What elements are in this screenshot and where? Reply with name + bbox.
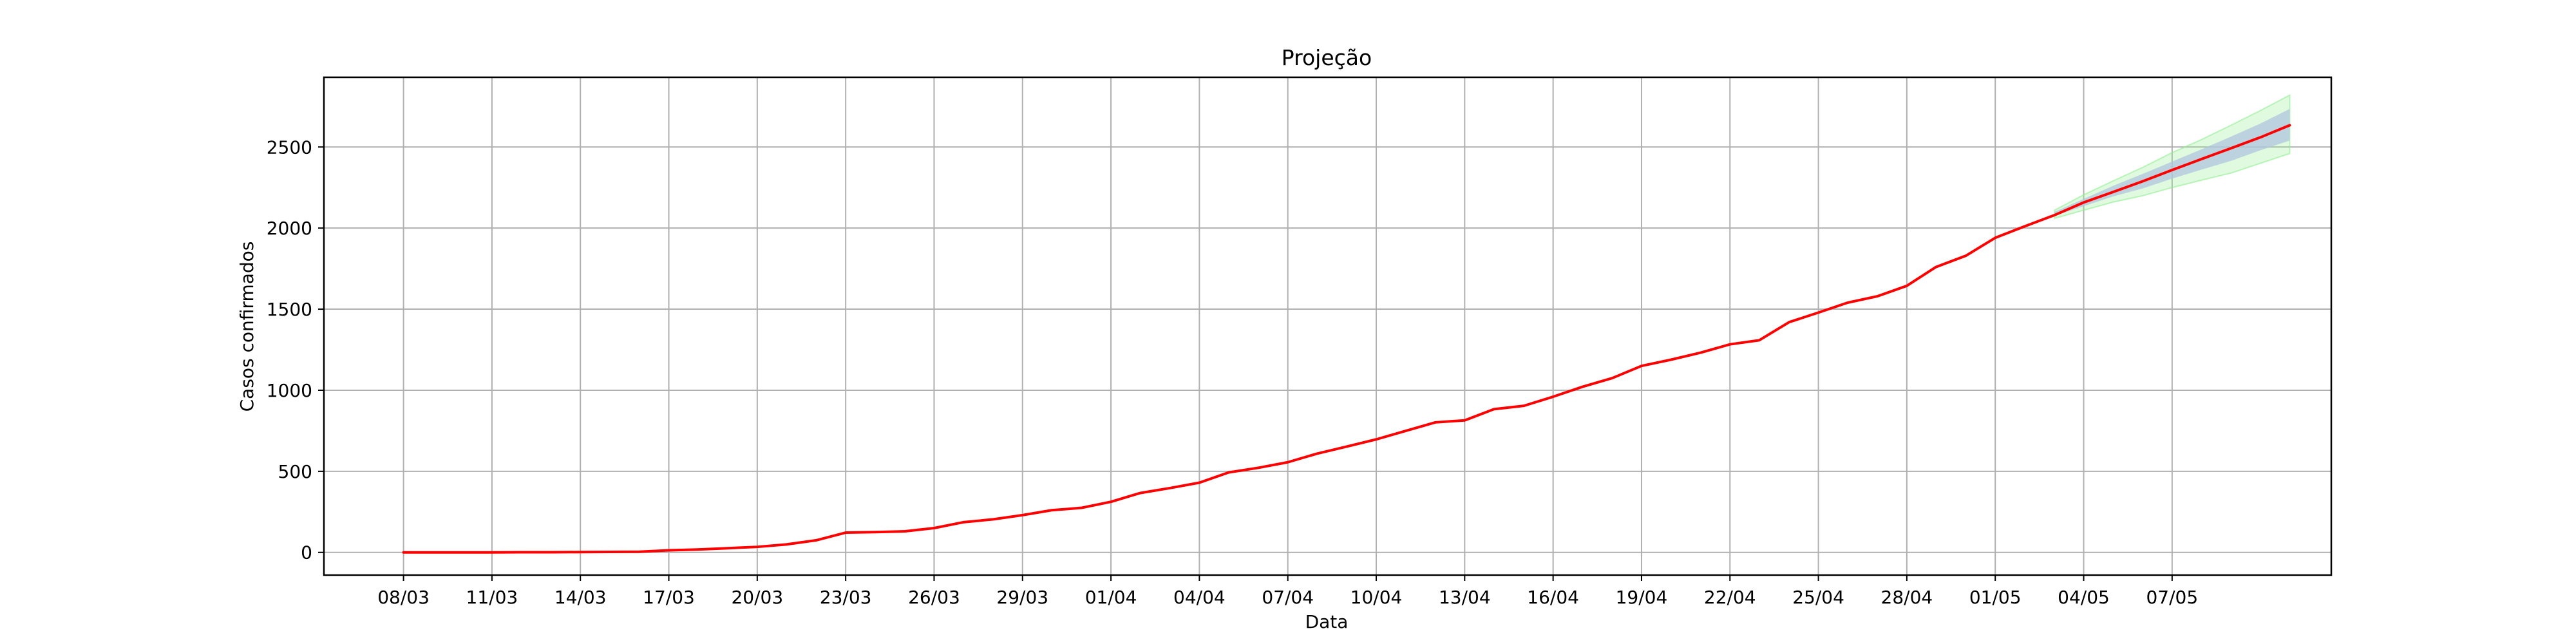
y-tick-label: 1500 xyxy=(267,299,312,320)
horizontal-gridlines xyxy=(324,146,2331,553)
x-tick-label: 11/03 xyxy=(466,587,518,608)
plot-area xyxy=(323,76,2333,576)
y-tick-label: 2000 xyxy=(267,218,312,239)
x-axis-ticks: 08/03 11/03 14/03 17/03 20/03 23/03 26/03 29/03… xyxy=(377,575,2198,608)
x-tick-label: 04/05 xyxy=(2058,587,2110,608)
inner-projection-band xyxy=(2054,109,2290,216)
x-tick-label: 10/04 xyxy=(1350,587,1403,608)
x-tick-label: 07/04 xyxy=(1262,587,1314,608)
x-tick-label: 01/04 xyxy=(1085,587,1137,608)
plot-frame xyxy=(323,76,2333,576)
data-series xyxy=(402,124,2291,554)
y-tick-label: 1000 xyxy=(267,380,312,401)
plot-background xyxy=(324,77,2331,575)
series-line xyxy=(402,124,2291,554)
x-tick-label: 26/03 xyxy=(908,587,960,608)
x-tick-label: 19/04 xyxy=(1616,587,1668,608)
x-tick-label: 16/04 xyxy=(1527,587,1579,608)
projection-bands xyxy=(2054,94,2291,220)
y-axis-title: Casos confirmados xyxy=(236,242,258,412)
x-tick-label: 28/04 xyxy=(1881,587,1933,608)
x-tick-label: 29/03 xyxy=(996,587,1048,608)
x-tick-label: 13/04 xyxy=(1439,587,1491,608)
x-tick-label: 22/04 xyxy=(1704,587,1756,608)
x-tick-label: 25/04 xyxy=(1792,587,1844,608)
chart-title: Projeção xyxy=(1282,45,1372,70)
x-axis-title: Data xyxy=(1305,611,1349,632)
x-tick-label: 17/03 xyxy=(643,587,695,608)
y-axis-ticks: 0 500 1000 1500 2000 2500 xyxy=(267,137,324,564)
x-tick-label: 14/03 xyxy=(554,587,607,608)
x-tick-label: 04/04 xyxy=(1173,587,1226,608)
x-tick-label: 08/03 xyxy=(377,587,430,608)
x-tick-label: 20/03 xyxy=(731,587,783,608)
x-tick-label: 07/05 xyxy=(2146,587,2198,608)
y-tick-label: 0 xyxy=(301,542,312,564)
y-tick-label: 2500 xyxy=(267,137,312,158)
vertical-gridlines xyxy=(402,77,2173,575)
x-tick-label: 01/05 xyxy=(1969,587,2022,608)
x-tick-label: 23/03 xyxy=(820,587,872,608)
y-tick-label: 500 xyxy=(278,461,312,482)
